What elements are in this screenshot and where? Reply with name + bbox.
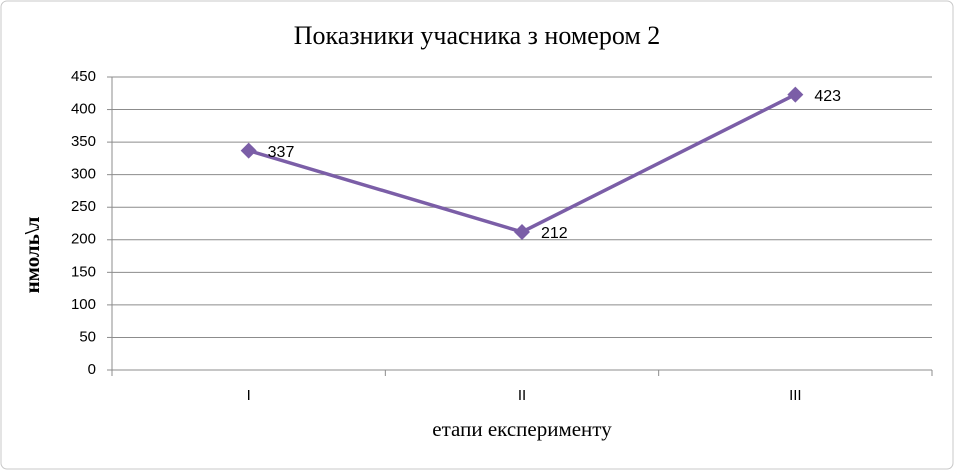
y-tick-label: 150 [71, 263, 96, 280]
y-tick-label: 100 [71, 296, 96, 313]
x-tick-label: III [789, 387, 802, 404]
x-axis-label: етапи експерименту [432, 417, 612, 441]
data-point [514, 223, 530, 240]
data-label: 212 [541, 225, 568, 242]
y-tick-label: 50 [79, 328, 96, 345]
x-tick-label: I [247, 387, 251, 404]
y-tick-label: 250 [71, 198, 96, 215]
chart-title: Показники учасника з номером 2 [294, 21, 661, 50]
data-label: 423 [814, 88, 841, 105]
y-tick-label: 400 [71, 101, 96, 118]
y-axis-label: нмоль\л [20, 216, 44, 293]
y-tick-label: 300 [71, 166, 96, 183]
y-tick-label: 450 [71, 68, 96, 85]
y-tick-label: 350 [71, 133, 96, 150]
data-label: 337 [268, 144, 295, 161]
y-tick-label: 0 [88, 361, 96, 378]
x-tick-label: II [518, 387, 526, 404]
y-tick-label: 200 [71, 231, 96, 248]
data-point [787, 86, 804, 103]
data-point [240, 142, 257, 159]
